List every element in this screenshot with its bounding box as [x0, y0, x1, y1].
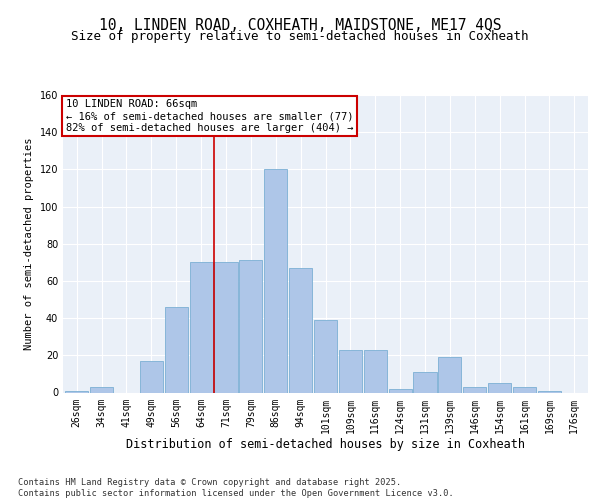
Bar — [90, 387, 113, 392]
Bar — [140, 361, 163, 392]
Text: 10, LINDEN ROAD, COXHEATH, MAIDSTONE, ME17 4QS: 10, LINDEN ROAD, COXHEATH, MAIDSTONE, ME… — [99, 18, 501, 32]
Bar — [439, 357, 461, 392]
Bar — [538, 390, 561, 392]
Bar — [239, 260, 262, 392]
Text: Contains HM Land Registry data © Crown copyright and database right 2025.
Contai: Contains HM Land Registry data © Crown c… — [18, 478, 454, 498]
Bar — [389, 389, 412, 392]
Bar — [190, 262, 212, 392]
Text: 10 LINDEN ROAD: 66sqm
← 16% of semi-detached houses are smaller (77)
82% of semi: 10 LINDEN ROAD: 66sqm ← 16% of semi-deta… — [65, 100, 353, 132]
Bar — [65, 390, 88, 392]
Bar — [364, 350, 387, 393]
Y-axis label: Number of semi-detached properties: Number of semi-detached properties — [24, 138, 34, 350]
X-axis label: Distribution of semi-detached houses by size in Coxheath: Distribution of semi-detached houses by … — [126, 438, 525, 451]
Bar — [264, 170, 287, 392]
Bar — [413, 372, 437, 392]
Bar — [513, 387, 536, 392]
Bar — [339, 350, 362, 393]
Bar — [488, 383, 511, 392]
Bar — [214, 262, 238, 392]
Text: Size of property relative to semi-detached houses in Coxheath: Size of property relative to semi-detach… — [71, 30, 529, 43]
Bar — [164, 307, 188, 392]
Bar — [289, 268, 312, 392]
Bar — [314, 320, 337, 392]
Bar — [463, 387, 487, 392]
